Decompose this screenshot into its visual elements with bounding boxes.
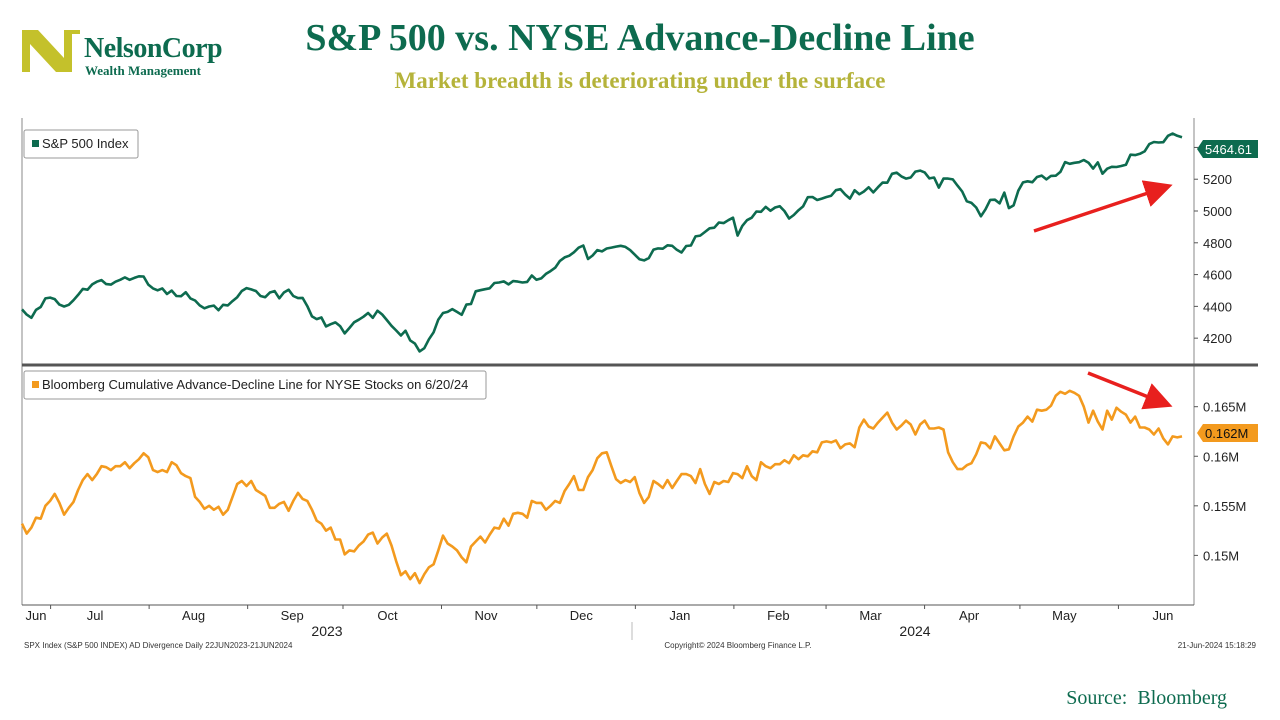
spx-last-value: 5464.61 — [1205, 142, 1252, 157]
ad-last-value: 0.162M — [1205, 426, 1248, 441]
page-title: S&P 500 vs. NYSE Advance-Decline Line — [305, 17, 975, 59]
ad-y-tick: 0.155M — [1203, 499, 1246, 514]
spx-up-arrow — [1033, 180, 1173, 233]
spx-y-tick: 5000 — [1203, 204, 1232, 219]
ad-down-arrow — [1087, 371, 1173, 410]
ad-legend: Bloomberg Cumulative Advance-Decline Lin… — [23, 370, 487, 400]
logo-tagline: Wealth Management — [85, 63, 201, 78]
x-tick-label: Mar — [859, 608, 882, 623]
x-tick-label: Apr — [959, 608, 980, 623]
spx-series-line — [21, 132, 1183, 353]
dual-panel-chart: 4200440046004800500052005400 0.15M0.155M… — [20, 118, 1258, 650]
ad-legend-label: Bloomberg Cumulative Advance-Decline Lin… — [42, 377, 468, 392]
x-tick-label: Dec — [570, 608, 594, 623]
ad-y-tick: 0.15M — [1203, 548, 1239, 563]
spx-legend: S&P 500 Index — [23, 129, 139, 159]
x-tick-label: Jan — [669, 608, 690, 623]
logo-brand-name: NelsonCorp — [84, 33, 223, 64]
x-tick-label: Nov — [474, 608, 498, 623]
spx-y-tick: 4600 — [1203, 268, 1232, 283]
logo-n-mark — [22, 30, 80, 72]
spx-last-value-tag: 5464.61 — [1197, 140, 1258, 158]
spx-y-tick: 5200 — [1203, 172, 1232, 187]
ad-last-value-tag: 0.162M — [1197, 424, 1258, 442]
spx-legend-label: S&P 500 Index — [42, 136, 129, 151]
spx-y-tick: 4200 — [1203, 331, 1232, 346]
x-tick-label: May — [1052, 608, 1077, 623]
x-tick-label: Jun — [1152, 608, 1173, 623]
chart-footer-left: SPX Index (S&P 500 INDEX) AD Divergence … — [24, 641, 293, 650]
page-subtitle: Market breadth is deteriorating under th… — [394, 68, 886, 93]
ad-y-tick: 0.165M — [1203, 400, 1246, 415]
source-note: Source: Bloomberg — [1066, 687, 1227, 709]
ad-series-line — [20, 389, 1183, 585]
ad-y-tick: 0.16M — [1203, 449, 1239, 464]
chart-footer-center: Copyright© 2024 Bloomberg Finance L.P. — [664, 641, 811, 650]
x-tick-label: Aug — [182, 608, 205, 623]
year-label-2023: 2023 — [311, 623, 342, 639]
spx-y-tick: 4800 — [1203, 236, 1232, 251]
x-tick-label: Sep — [281, 608, 304, 623]
year-label-2024: 2024 — [899, 623, 930, 639]
spx-y-tick: 4400 — [1203, 299, 1232, 314]
x-tick-label: Feb — [767, 608, 789, 623]
chart-footer-right: 21-Jun-2024 15:18:29 — [1178, 641, 1257, 650]
x-tick-label: Oct — [377, 608, 398, 623]
x-tick-label: Jun — [26, 608, 47, 623]
x-tick-label: Jul — [87, 608, 104, 623]
